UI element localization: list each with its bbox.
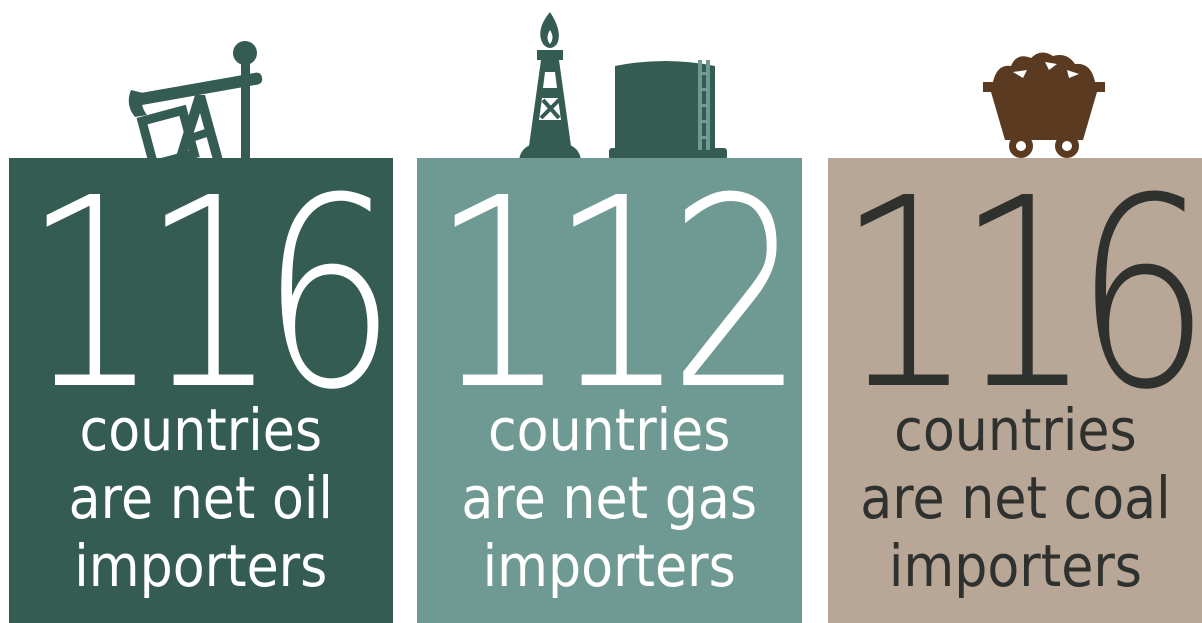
- coal-importers-count: 116: [837, 158, 1202, 447]
- coal-cart-icon: [983, 52, 1105, 158]
- oil-importers-card: 116 countries are net oil importers: [9, 158, 393, 623]
- gas-importers-description: countries are net gas importers: [462, 396, 758, 600]
- oil-importers-count: 116: [23, 158, 393, 447]
- gas-importers-count: 112: [431, 158, 802, 447]
- gas-importers-card: 112 countries are net gas importers: [417, 158, 802, 623]
- oil-importers-description: countries are net oil importers: [69, 396, 333, 600]
- oil-desc-line-2: are net oil: [68, 464, 334, 532]
- gas-tower-tank-icon: [519, 12, 727, 160]
- oil-desc-line-3: importers: [74, 532, 328, 600]
- oil-pump-icon: [128, 41, 263, 160]
- gas-desc-line-1: countries: [488, 396, 731, 464]
- coal-importers-description: countries are net coal importers: [860, 396, 1170, 600]
- coal-desc-line-1: countries: [893, 396, 1137, 464]
- coal-desc-line-3: importers: [888, 532, 1142, 600]
- gas-desc-line-2: are net gas: [461, 464, 758, 532]
- gas-desc-line-3: importers: [482, 532, 737, 600]
- coal-desc-line-2: are net coal: [859, 464, 1171, 532]
- oil-desc-line-1: countries: [79, 396, 323, 464]
- coal-importers-card: 116 countries are net coal importers: [828, 158, 1202, 623]
